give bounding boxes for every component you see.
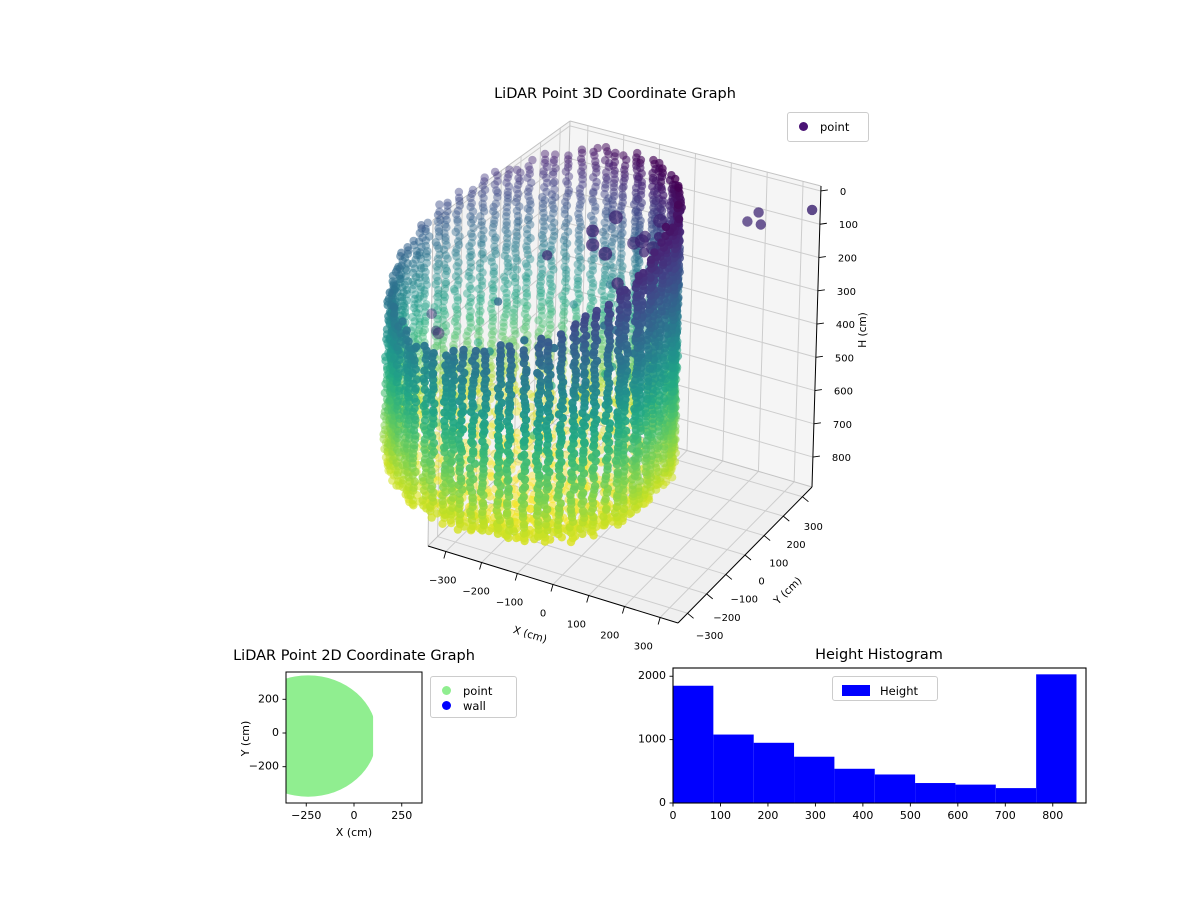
svg-text:−300: −300	[429, 576, 456, 587]
hist-axes: 0 100 200 300 400 500 600 700 800 0 1000 2000	[638, 667, 1087, 822]
height-swatch-icon	[842, 685, 870, 696]
point-marker-icon	[442, 686, 451, 695]
svg-text:0: 0	[659, 796, 666, 809]
svg-text:200: 200	[600, 631, 619, 642]
legend-item-point-3d: point	[788, 119, 868, 134]
svg-text:100: 100	[769, 558, 788, 569]
legend-item-wall-2d: wall	[431, 698, 516, 713]
svg-text:400: 400	[852, 809, 873, 822]
svg-text:100: 100	[710, 809, 731, 822]
svg-text:200: 200	[258, 692, 279, 705]
plot3d-ylabel: Y (cm)	[771, 575, 804, 608]
legend-label: point	[463, 683, 493, 698]
svg-text:100: 100	[567, 620, 586, 631]
svg-text:0: 0	[351, 809, 358, 822]
svg-text:500: 500	[900, 809, 921, 822]
plot3d-zlabel: H (cm)	[857, 312, 869, 347]
plot3d-axes: −300−200−1000100200300−300−200−100010020…	[379, 120, 869, 653]
legend-label: Height	[880, 683, 919, 698]
svg-text:0: 0	[758, 577, 764, 588]
hist-bars	[673, 674, 1077, 803]
svg-text:800: 800	[1042, 809, 1063, 822]
plot3d-title: LiDAR Point 3D Coordinate Graph	[494, 86, 736, 102]
plot3d-xlabel: X (cm)	[512, 624, 549, 646]
svg-text:600: 600	[834, 387, 853, 398]
svg-text:300: 300	[634, 642, 653, 653]
svg-text:800: 800	[832, 453, 851, 464]
svg-text:500: 500	[835, 353, 854, 364]
svg-text:0: 0	[540, 609, 546, 620]
svg-text:2000: 2000	[638, 669, 666, 682]
svg-text:200: 200	[787, 540, 806, 551]
point-marker-icon	[799, 122, 808, 131]
svg-text:−300: −300	[696, 631, 723, 642]
svg-text:300: 300	[837, 287, 856, 298]
legend-item-point-2d: point	[431, 683, 516, 698]
svg-text:1000: 1000	[638, 733, 666, 746]
svg-text:0: 0	[840, 187, 846, 198]
svg-text:700: 700	[995, 809, 1016, 822]
svg-text:700: 700	[833, 420, 852, 431]
svg-text:−100: −100	[496, 598, 523, 609]
svg-text:600: 600	[947, 809, 968, 822]
svg-text:0: 0	[670, 809, 677, 822]
hist-legend: Height	[832, 676, 938, 701]
legend-label: wall	[463, 698, 486, 713]
plot3d-point-cloud	[379, 143, 818, 547]
plot2d-title: LiDAR Point 2D Coordinate Graph	[233, 648, 475, 664]
svg-text:−200: −200	[249, 760, 279, 773]
plot2d-xlabel: X (cm)	[336, 826, 372, 839]
wall-marker-icon	[442, 701, 451, 710]
svg-text:300: 300	[805, 809, 826, 822]
svg-text:200: 200	[757, 809, 778, 822]
svg-text:400: 400	[836, 320, 855, 331]
svg-text:−200: −200	[713, 613, 740, 624]
svg-text:0: 0	[272, 726, 279, 739]
plot2d-legend: point wall	[430, 676, 517, 718]
legend-label: point	[820, 119, 850, 134]
svg-text:250: 250	[391, 809, 412, 822]
plot2d-axes: −250 0 250 200 0 −200 X (cm) Y (cm)	[239, 671, 423, 839]
plot2d-ylabel: Y (cm)	[239, 721, 252, 758]
hist-ticks: 0 100 200 300 400 500 600 700 800 0 1000 2000	[638, 669, 1063, 822]
plot2d-point-region	[286, 672, 422, 803]
svg-text:100: 100	[839, 220, 858, 231]
plot2d-ticks: −250 0 250 200 0 −200	[249, 692, 412, 822]
svg-text:300: 300	[804, 522, 823, 533]
plot3d-legend: point	[787, 112, 869, 142]
svg-text:−100: −100	[730, 595, 757, 606]
svg-text:−250: −250	[291, 809, 321, 822]
plot3d-axis-lines	[427, 185, 828, 625]
hist-title: Height Histogram	[815, 647, 943, 663]
legend-item-height: Height	[833, 683, 937, 698]
svg-text:200: 200	[838, 254, 857, 265]
svg-text:−200: −200	[462, 587, 489, 598]
